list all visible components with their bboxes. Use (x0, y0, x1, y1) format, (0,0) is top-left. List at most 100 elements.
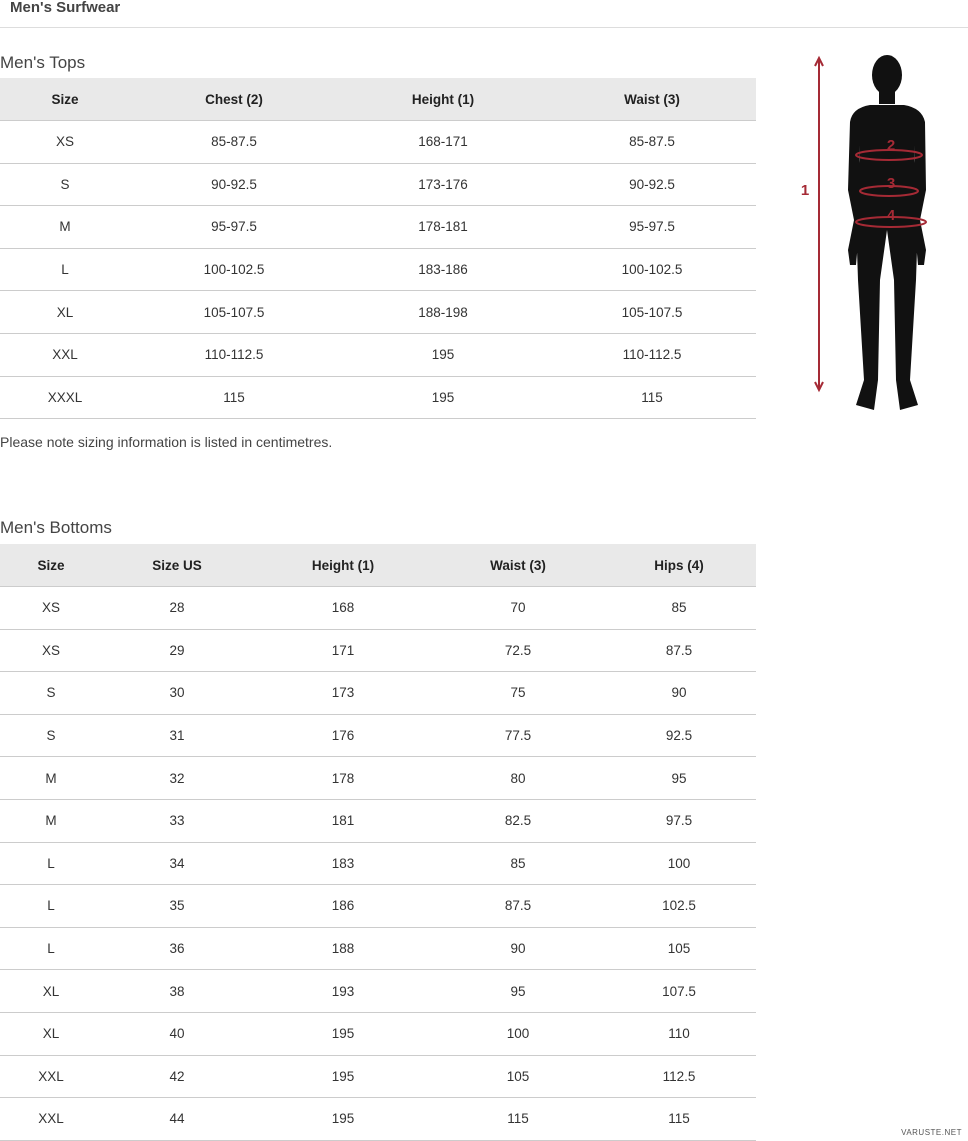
cell: 33 (102, 799, 252, 843)
cell: 115 (602, 1097, 756, 1141)
cell: 29 (102, 629, 252, 673)
cell: 173-176 (338, 163, 548, 207)
cell: L (0, 927, 102, 971)
table-row: XL 38 193 95 107.5 (0, 969, 756, 1013)
cell: 195 (252, 1055, 434, 1099)
cell: 36 (102, 927, 252, 971)
silhouette (848, 55, 926, 410)
cell: M (0, 799, 102, 843)
section-title: Men's Bottoms (0, 518, 112, 537)
table-row: M 32 178 80 95 (0, 756, 756, 800)
cell: 195 (338, 333, 548, 377)
watermark: VARUSTE.NET (901, 1128, 962, 1137)
column-header: Chest (2) (130, 78, 338, 121)
cell: 95-97.5 (548, 205, 756, 249)
column-header: Hips (4) (602, 544, 756, 587)
cell: XS (0, 120, 130, 164)
table-row: XXL 42 195 105 112.5 (0, 1055, 756, 1099)
cell: 95 (434, 969, 602, 1013)
table-row: XS 85-87.5 168-171 85-87.5 (0, 120, 756, 164)
cell: 188-198 (338, 290, 548, 334)
header: Men's Surfwear (0, 0, 968, 28)
table-row: L 36 188 90 105 (0, 927, 756, 971)
table-row: L 35 186 87.5 102.5 (0, 884, 756, 928)
cell: M (0, 756, 102, 800)
cell: 44 (102, 1097, 252, 1141)
cell: 85 (602, 586, 756, 630)
cell: 110 (602, 1012, 756, 1056)
cell: XL (0, 969, 102, 1013)
cell: 193 (252, 969, 434, 1013)
cell: 87.5 (434, 884, 602, 928)
cell: 90 (434, 927, 602, 971)
cell: 105 (602, 927, 756, 971)
cell: XL (0, 1012, 102, 1056)
cell: XS (0, 586, 102, 630)
cell: S (0, 163, 130, 207)
cell: 92.5 (602, 714, 756, 758)
figure-label: 3 (887, 175, 895, 192)
table-row: XXXL 115 195 115 (0, 376, 756, 420)
table-row: XS 29 171 72.5 87.5 (0, 629, 756, 673)
cell: 178 (252, 756, 434, 800)
cell: 95-97.5 (130, 205, 338, 249)
cell: XXL (0, 1055, 102, 1099)
column-header: Waist (3) (548, 78, 756, 121)
cell: 186 (252, 884, 434, 928)
column-header: Size US (102, 544, 252, 587)
header-row: Size Size US Height (1) Waist (3) Hips (4) (0, 544, 756, 587)
cell: 102.5 (602, 884, 756, 928)
cell: L (0, 884, 102, 928)
cell: 42 (102, 1055, 252, 1099)
cell: 112.5 (602, 1055, 756, 1099)
cell: 195 (252, 1097, 434, 1141)
cell: 171 (252, 629, 434, 673)
cell: S (0, 671, 102, 715)
table-row: XS 28 168 70 85 (0, 586, 756, 630)
figure-label: 1 (801, 182, 809, 199)
column-header: Height (1) (338, 78, 548, 121)
figure-label: 4 (887, 207, 896, 224)
table-row: L 34 183 85 100 (0, 842, 756, 886)
cell: XXL (0, 1097, 102, 1141)
cell: 195 (338, 376, 548, 420)
body-figure: 1 2 3 4 (801, 55, 927, 410)
cell: 105-107.5 (130, 290, 338, 334)
cell: 40 (102, 1012, 252, 1056)
table-row: L 100-102.5 183-186 100-102.5 (0, 248, 756, 292)
cell: 95 (602, 756, 756, 800)
cell: 100 (434, 1012, 602, 1056)
cell: 28 (102, 586, 252, 630)
cell: 178-181 (338, 205, 548, 249)
measure-lines (814, 55, 927, 393)
cell: 183-186 (338, 248, 548, 292)
cell: 188 (252, 927, 434, 971)
cell: 100-102.5 (548, 248, 756, 292)
cell: 107.5 (602, 969, 756, 1013)
bottoms-table: Size Size US Height (1) Waist (3) Hips (4) XS… (0, 544, 756, 1141)
cell: S (0, 714, 102, 758)
table-row: S 31 176 77.5 92.5 (0, 714, 756, 758)
cell: 181 (252, 799, 434, 843)
cell: 168 (252, 586, 434, 630)
cell: XXXL (0, 376, 130, 420)
cell: 80 (434, 756, 602, 800)
cell: 168-171 (338, 120, 548, 164)
cell: XL (0, 290, 130, 334)
note: Please note sizing information is listed… (0, 434, 333, 450)
cell: 31 (102, 714, 252, 758)
table-row: XXL 44 195 115 115 (0, 1097, 756, 1141)
cell: 97.5 (602, 799, 756, 843)
header-row: Size Chest (2) Height (1) Waist (3) (0, 78, 756, 121)
header-title: Men's Surfwear (10, 0, 121, 16)
cell: 110-112.5 (130, 333, 338, 377)
cell: L (0, 248, 130, 292)
column-header: Height (1) (252, 544, 434, 587)
cell: 90-92.5 (548, 163, 756, 207)
cell: 38 (102, 969, 252, 1013)
cell: 115 (548, 376, 756, 420)
cell: 82.5 (434, 799, 602, 843)
cell: 75 (434, 671, 602, 715)
cell: 90 (602, 671, 756, 715)
